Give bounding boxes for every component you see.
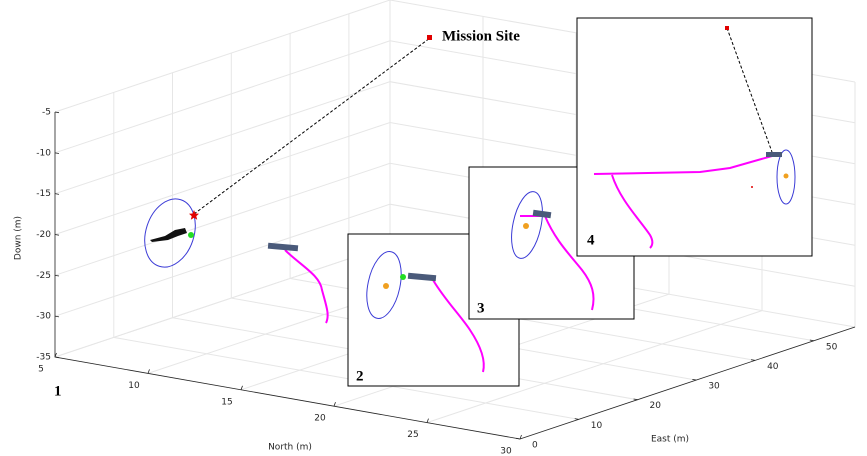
vehicle xyxy=(766,152,782,157)
panel-label: 3 xyxy=(477,300,485,316)
x-tick-label: 10 xyxy=(128,381,140,391)
x-tick-label: 20 xyxy=(314,414,326,424)
y-axis-label: East (m) xyxy=(651,435,689,445)
z-tick-label: -25 xyxy=(36,271,51,281)
y-tick-label: 0 xyxy=(532,441,538,451)
vehicle xyxy=(268,243,298,252)
point xyxy=(784,174,789,179)
annotation: Mission Site xyxy=(442,28,520,44)
z-tick-label: -5 xyxy=(42,108,51,118)
point xyxy=(523,223,529,229)
tick-mark xyxy=(55,235,59,236)
panel-label: 1 xyxy=(54,383,62,399)
diver xyxy=(150,228,187,242)
y-tick-label: 50 xyxy=(826,342,838,352)
x-axis-label: North (m) xyxy=(268,443,312,453)
mission-marker xyxy=(725,26,729,30)
trajectory xyxy=(285,250,328,323)
mission-marker xyxy=(427,35,432,40)
inset-frame xyxy=(577,18,812,256)
z-tick-label: -20 xyxy=(36,230,51,240)
x-tick-label: 25 xyxy=(407,430,418,440)
x-tick-label: 30 xyxy=(500,447,512,456)
diver-point xyxy=(188,232,194,238)
x-tick-label: 15 xyxy=(221,397,232,407)
point xyxy=(751,186,753,188)
panel-label: 2 xyxy=(356,368,364,384)
z-axis-label: Down (m) xyxy=(14,216,24,260)
tick-mark xyxy=(55,153,59,154)
point xyxy=(400,274,406,280)
path-line xyxy=(194,38,430,214)
figure: -35 -30 -25 -20 -15 -10 -5 5 10 15 20 25 30 0 10 20 30 40… xyxy=(0,0,867,456)
z-tick-label: -35 xyxy=(36,353,51,363)
z-tick-label: -10 xyxy=(36,148,51,158)
panel-label: 4 xyxy=(587,232,595,248)
z-tick-label: -15 xyxy=(36,189,51,199)
inset-4: 4 xyxy=(577,18,812,256)
point xyxy=(383,283,389,289)
tick-mark xyxy=(55,316,59,317)
z-tick-label: -30 xyxy=(36,312,51,322)
y-tick-label: 40 xyxy=(767,362,779,372)
y-tick-label: 20 xyxy=(650,401,662,411)
x-tick-label: 5 xyxy=(38,365,44,375)
y-tick-label: 10 xyxy=(591,421,603,431)
tick-mark xyxy=(55,112,59,113)
tick-mark xyxy=(55,275,59,276)
y-tick-label: 30 xyxy=(708,382,720,392)
tick-mark xyxy=(55,194,59,195)
star-marker xyxy=(189,210,199,220)
